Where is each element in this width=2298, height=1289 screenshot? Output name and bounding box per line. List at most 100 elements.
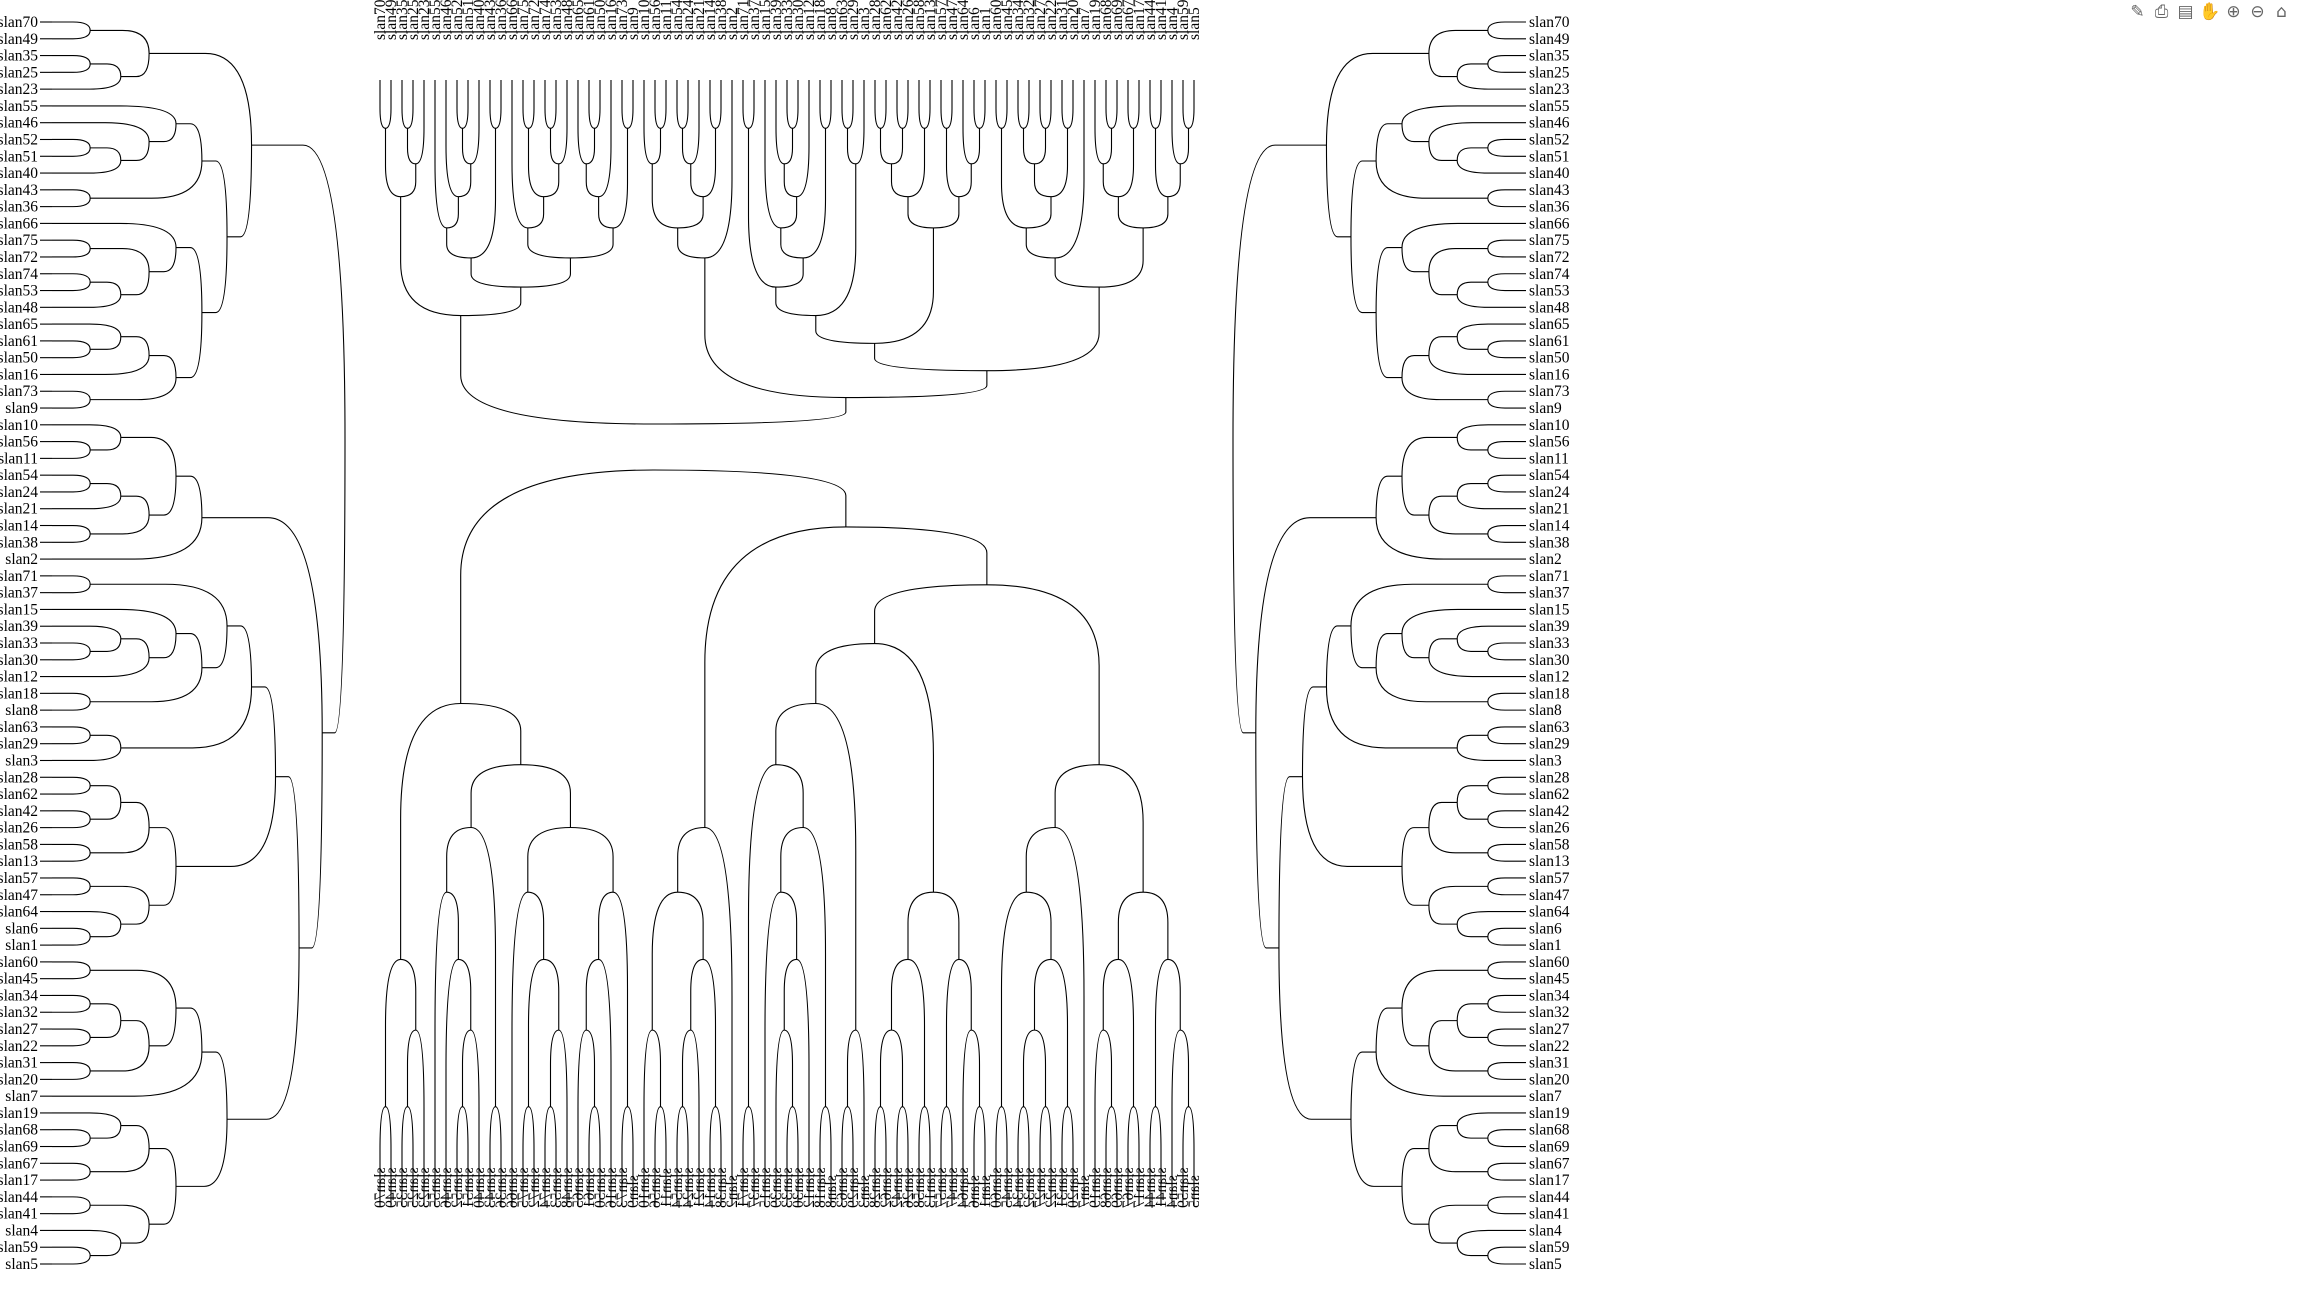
- dendrogram-branch: [406, 84, 425, 165]
- leaf-label: slan39: [1529, 618, 1570, 635]
- leaf-label: slan42: [889, 0, 906, 40]
- leaf-label: slan57: [1529, 870, 1570, 887]
- leaf-label: slan55: [1529, 98, 1570, 115]
- leaf-label: slan70: [372, 0, 389, 40]
- leaf-label: slan28: [867, 0, 884, 40]
- leaf-label: slan22: [0, 1038, 38, 1055]
- leaf-label: slan71: [1529, 568, 1569, 585]
- dendrogram-branch: [384, 128, 417, 198]
- print-icon[interactable]: ⎙: [2154, 2, 2169, 22]
- leaf-label: slan16: [603, 1168, 620, 1209]
- dendrogram-branch: [446, 826, 497, 1107]
- leaf-label: slan51: [460, 1168, 477, 1208]
- leaf-label: slan15: [757, 1168, 774, 1209]
- leaf-label: slan67: [1120, 0, 1137, 40]
- dendrogram-branch: [445, 958, 472, 1202]
- dendrogram-branch: [52, 147, 122, 174]
- leaf-label: slan20: [0, 1071, 38, 1088]
- leaf-label: slan11: [0, 450, 38, 467]
- leaf-label: slan52: [449, 1168, 466, 1208]
- leaf-label: slan26: [900, 1168, 917, 1209]
- dendrogram-branch: [1401, 608, 1526, 659]
- leaf-label: slan6: [966, 7, 983, 40]
- leaf-label: slan31: [1529, 1055, 1569, 1072]
- dendrogram-branch: [90, 785, 122, 820]
- leaf-label: slan32: [1529, 1004, 1569, 1021]
- leaf-label: slan58: [1529, 836, 1570, 853]
- dendrogram-branch: [783, 84, 810, 198]
- dendrogram-branch: [201, 517, 323, 949]
- leaf-label: slan48: [559, 0, 576, 40]
- leaf-label: slan14: [1529, 518, 1570, 535]
- leaf-label: slan37: [1529, 585, 1570, 602]
- dendrogram-branch: [1054, 227, 1144, 288]
- leaf-label: slan60: [988, 1168, 1005, 1209]
- home-icon[interactable]: ⌂: [2276, 2, 2287, 22]
- dendrogram-branch: [470, 257, 571, 288]
- pan-icon[interactable]: ✋: [2199, 2, 2221, 22]
- dendrogram-branch: [1105, 84, 1118, 129]
- leaf-label: slan24: [680, 1168, 697, 1209]
- leaf-label: slan27: [1032, 0, 1049, 40]
- dendrogram-branch: [52, 638, 150, 678]
- dendrogram-branch: [52, 1129, 91, 1148]
- leaf-label: slan62: [878, 0, 895, 40]
- dendrogram-branch: [384, 958, 417, 1107]
- dendrogram-branch: [401, 1106, 414, 1202]
- leaf-label: slan2: [5, 551, 38, 568]
- leaf-label: slan24: [1529, 484, 1570, 501]
- dendrogram-branch: [841, 1106, 854, 1202]
- annotate-icon[interactable]: ✎: [2130, 2, 2145, 22]
- dendrogram-branch: [577, 1029, 596, 1202]
- dendrogram-branch: [90, 1124, 150, 1173]
- dendrogram-branch: [90, 969, 177, 1047]
- leaf-label: slan12: [801, 0, 818, 40]
- dendrogram-branch: [1102, 958, 1135, 1107]
- leaf-label: slan66: [1529, 215, 1570, 232]
- leaf-label: slan27: [1032, 1168, 1049, 1209]
- dendrogram-branch: [1456, 910, 1526, 938]
- dendrogram-branch: [1456, 625, 1526, 652]
- dendrogram-branch: [401, 84, 414, 129]
- leaf-label: slan38: [1529, 534, 1570, 551]
- dendrogram-branch: [52, 340, 91, 359]
- leaf-label: slan69: [1109, 1168, 1126, 1209]
- leaf-label: slan17: [1131, 1168, 1148, 1209]
- dendrogram-branch: [681, 1029, 700, 1202]
- leaf-label: slan29: [0, 736, 38, 753]
- leaf-label: slan6: [1529, 920, 1562, 937]
- leaf-label: slan40: [471, 0, 488, 40]
- leaf-label: slan40: [0, 165, 38, 182]
- dendrogram-branch: [1171, 1029, 1190, 1202]
- zoom-in-icon[interactable]: ⊕: [2226, 2, 2241, 22]
- leaf-label: slan46: [1529, 115, 1570, 132]
- leaf-label: slan12: [1529, 669, 1569, 686]
- leaf-label: slan14: [0, 518, 38, 535]
- leaf-label: slan32: [1021, 0, 1038, 40]
- leaf-label: slan57: [933, 1168, 950, 1209]
- dendrogram-branch: [1428, 29, 1488, 78]
- dendrogram-branch: [52, 441, 91, 459]
- leaf-label: slan33: [779, 1168, 796, 1209]
- dendrogram-branch: [544, 1106, 557, 1202]
- leaf-label: slan73: [1529, 383, 1570, 400]
- leaf-label: slan38: [713, 1168, 730, 1209]
- dendrogram-branch: [90, 633, 203, 703]
- zoom-out-icon[interactable]: ⊖: [2250, 2, 2265, 22]
- leaf-label: slan60: [988, 0, 1005, 40]
- dendrogram-branch: [1375, 475, 1526, 560]
- dendrogram-branch: [1325, 625, 1458, 749]
- leaf-label: slan48: [1529, 299, 1570, 316]
- leaf-label: slan47: [944, 0, 961, 40]
- dendrogram-branch: [90, 1003, 122, 1038]
- leaf-label: slan15: [757, 0, 774, 40]
- dendrogram-branch: [1127, 84, 1140, 129]
- leaf-label: slan2: [1529, 551, 1562, 568]
- leaf-label: slan21: [691, 1168, 708, 1208]
- dendrogram-branch: [52, 625, 122, 652]
- leaf-label: slan22: [1529, 1038, 1569, 1055]
- save-icon[interactable]: ▤: [2177, 2, 2194, 22]
- dendrogram-branch: [461, 84, 480, 165]
- dendrogram-branch: [1428, 336, 1526, 376]
- dendrogram-branch: [434, 84, 459, 229]
